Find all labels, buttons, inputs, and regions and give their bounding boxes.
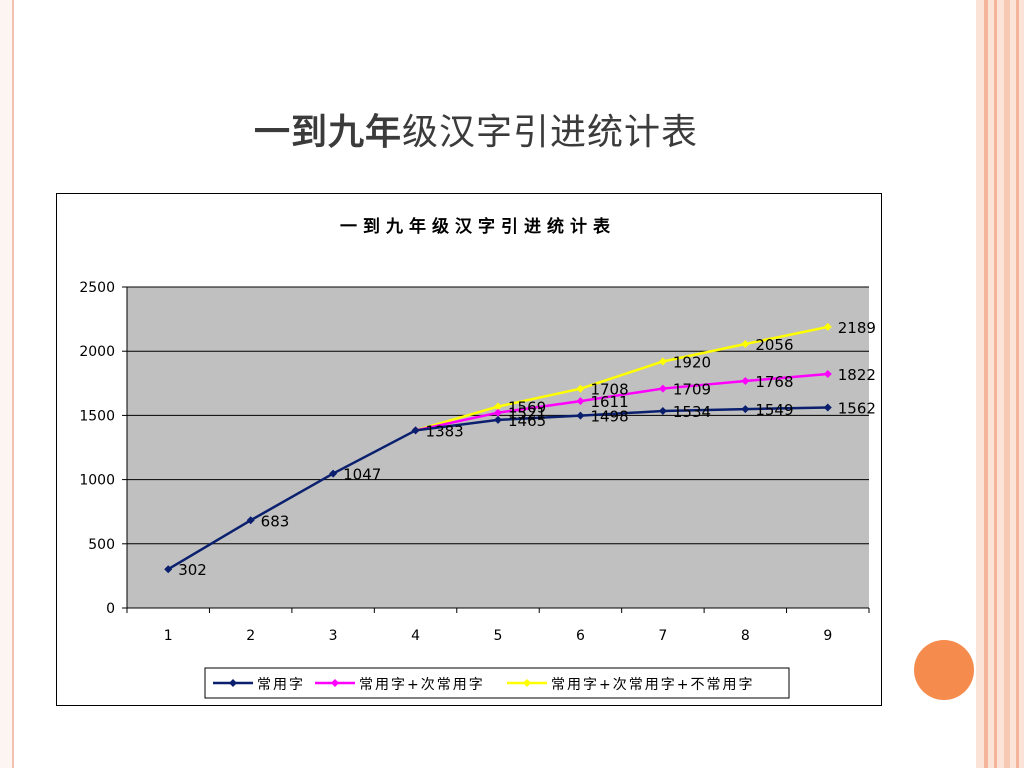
data-label: 1768 (755, 373, 793, 391)
data-label: 1569 (508, 399, 546, 417)
data-label: 1822 (838, 366, 876, 384)
data-label: 1465 (508, 412, 546, 430)
series-3-point (658, 357, 667, 366)
y-tick-label: 500 (88, 537, 115, 553)
data-label: 2056 (755, 336, 793, 354)
data-label: 1562 (838, 399, 876, 417)
data-label: 1920 (673, 353, 711, 371)
data-label: 1709 (673, 381, 711, 399)
legend-label-2: 常用字+次常用字 (359, 677, 485, 693)
series-2-point (741, 376, 750, 385)
legend-label-1: 常用字 (257, 677, 305, 693)
x-tick-label: 5 (494, 628, 503, 644)
decorative-circle (914, 640, 974, 700)
slide-title-rest: 级汉字引进统计表 (402, 112, 699, 153)
x-tick-label: 4 (411, 628, 420, 644)
series-line-2 (415, 372, 828, 432)
data-label: 1383 (426, 422, 464, 440)
data-label: 683 (261, 512, 290, 530)
legend-label-3: 常用字+次常用字+不常用字 (551, 677, 754, 693)
x-tick-label: 2 (246, 628, 255, 644)
line-chart: 一到九年级汉字引进统计表 0 500 1000 1500 2000 2500 1 2 3 4 5 6 7 8… (79, 216, 876, 699)
series-line-3 (415, 325, 829, 432)
data-label: 2189 (838, 319, 876, 337)
right-edge-decoration (976, 0, 1024, 768)
series-3-point (823, 322, 832, 331)
series-2-point (576, 397, 585, 406)
series-1-point (494, 415, 502, 424)
y-tick-label: 1500 (79, 408, 115, 424)
x-tick-label: 7 (658, 628, 667, 644)
slide-title: 一到九年级汉字引进统计表 (0, 103, 952, 155)
y-tick-label: 2500 (79, 280, 115, 296)
legend-marker-1 (229, 679, 237, 687)
data-label: 1521 (508, 405, 546, 423)
data-label: 1611 (590, 393, 628, 411)
y-tick-label: 1000 (79, 473, 115, 489)
data-label: 302 (178, 561, 207, 579)
legend-marker-3 (523, 679, 531, 687)
data-label: 1047 (343, 466, 381, 484)
data-label: 1708 (590, 381, 628, 399)
series-3-point (741, 340, 750, 349)
data-label: 1534 (673, 403, 711, 421)
series-1-point (658, 407, 667, 416)
data-label: 1549 (755, 401, 793, 419)
y-tick-label: 0 (106, 601, 115, 617)
chart-title: 一到九年级汉字引进统计表 (340, 216, 616, 237)
series-1-point (823, 403, 832, 412)
x-tick-label: 1 (164, 628, 173, 644)
x-tick-label: 3 (329, 628, 338, 644)
chart-frame: 一到九年级汉字引进统计表 0 500 1000 1500 2000 2500 1 2 3 4 5 6 7 8… (56, 193, 882, 706)
series-1-point (741, 405, 750, 414)
series-2-point (494, 408, 502, 417)
left-edge-decoration (0, 0, 14, 768)
series-1-point (411, 426, 420, 435)
series-1-point (576, 411, 585, 420)
series-3-point (576, 384, 585, 393)
series-2-point (658, 384, 667, 393)
series-1-point (164, 565, 173, 574)
legend-box (204, 667, 790, 699)
x-tick-label: 9 (823, 628, 832, 644)
series-1-point (246, 516, 255, 525)
series-2-point (823, 370, 832, 379)
x-tick-label: 6 (576, 628, 585, 644)
series-1-point (329, 469, 338, 478)
data-label: 1498 (590, 408, 628, 426)
y-tick-label: 2000 (79, 344, 115, 360)
x-tick-label: 8 (741, 628, 750, 644)
series-3-point (494, 402, 502, 411)
legend-marker-2 (331, 679, 339, 687)
slide-title-bold: 一到九年 (253, 112, 402, 153)
